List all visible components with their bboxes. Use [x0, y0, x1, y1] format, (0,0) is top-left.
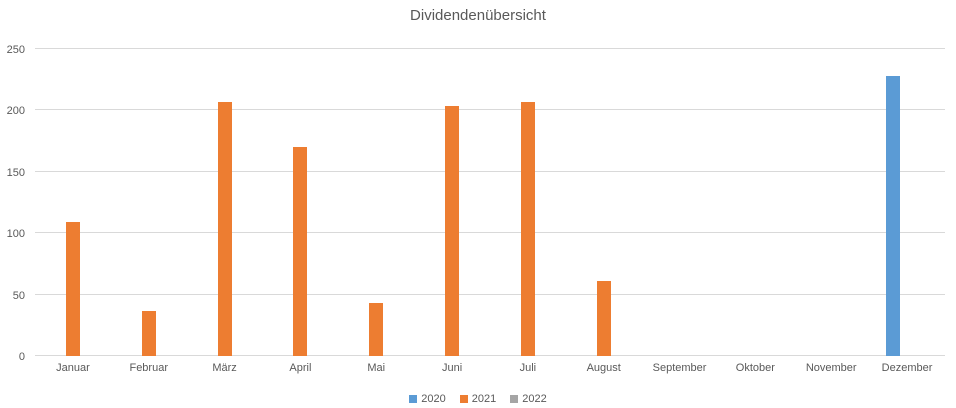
category-november — [793, 49, 869, 356]
x-tick-label-april: April — [289, 362, 312, 374]
chart-title: Dividendenübersicht — [410, 7, 546, 24]
y-tick-label-200: 200 — [6, 105, 25, 118]
x-tick-label-oktober: Oktober — [735, 362, 775, 374]
x-tick-label-november: November — [805, 362, 857, 374]
bar-2021-juli[interactable] — [520, 101, 535, 356]
y-tick-label-0: 0 — [18, 351, 25, 363]
category-dezember — [869, 49, 945, 356]
bars-layer — [35, 49, 945, 356]
legend-label-2021: 2021 — [471, 393, 497, 405]
legend-item-2021[interactable]: 2021 — [459, 393, 497, 405]
gridline-150 — [35, 170, 945, 172]
x-tick-label-september: September — [652, 362, 707, 374]
category-februar — [111, 49, 187, 356]
x-tick-label-august: August — [586, 362, 621, 374]
category-oktober — [717, 49, 793, 356]
x-tick-label-februar: Februar — [129, 362, 168, 374]
x-tick-label-mai: Mai — [367, 362, 386, 374]
gridline-0 — [35, 355, 945, 356]
category-september — [642, 49, 718, 356]
bar-2021-mai[interactable] — [369, 303, 384, 356]
y-tick-label-250: 250 — [6, 44, 25, 56]
legend-swatch-2020 — [409, 395, 418, 403]
x-tick-label-januar: Januar — [56, 362, 90, 374]
legend-label-2020: 2020 — [421, 393, 446, 405]
bar-2021-februar[interactable] — [141, 310, 156, 356]
x-tick-label-juli: Juli — [519, 362, 537, 374]
x-axis: Januar Februar März April Mai Juni Juli August S… — [35, 362, 945, 374]
legend: 2020 2021 2022 — [0, 393, 956, 405]
gridline-200 — [35, 109, 945, 111]
bar-2020-dezember[interactable] — [886, 76, 901, 356]
gridline-250 — [35, 48, 945, 49]
x-tick-label-juni: Juni — [441, 362, 463, 374]
gridline-50 — [35, 293, 945, 295]
legend-swatch-2021 — [459, 395, 468, 403]
y-tick-label-150: 150 — [6, 166, 25, 179]
category-marz — [187, 49, 263, 356]
plot-area — [35, 48, 945, 356]
category-april — [262, 49, 338, 356]
category-januar — [35, 49, 111, 356]
legend-swatch-2022 — [510, 395, 519, 403]
x-tick-label-marz: März — [212, 362, 237, 374]
bar-2021-januar[interactable] — [65, 222, 80, 356]
legend-item-2022[interactable]: 2022 — [510, 393, 547, 405]
legend-label-2022: 2022 — [522, 393, 547, 405]
category-august — [566, 49, 642, 356]
bar-2021-april[interactable] — [293, 147, 308, 356]
x-tick-label-dezember: Dezember — [881, 362, 933, 374]
gridline-100 — [35, 232, 945, 234]
category-mai — [338, 49, 414, 356]
category-juni — [414, 49, 490, 356]
bar-2021-august[interactable] — [596, 281, 611, 356]
y-tick-label-50: 50 — [12, 289, 25, 302]
bar-2021-marz[interactable] — [217, 101, 232, 356]
y-axis: 0 50 100 150 200 250 — [0, 44, 26, 363]
y-tick-label-100: 100 — [6, 228, 25, 241]
legend-item-2020[interactable]: 2020 — [409, 393, 446, 405]
category-juli — [490, 49, 566, 356]
bar-2021-juni[interactable] — [445, 105, 460, 356]
